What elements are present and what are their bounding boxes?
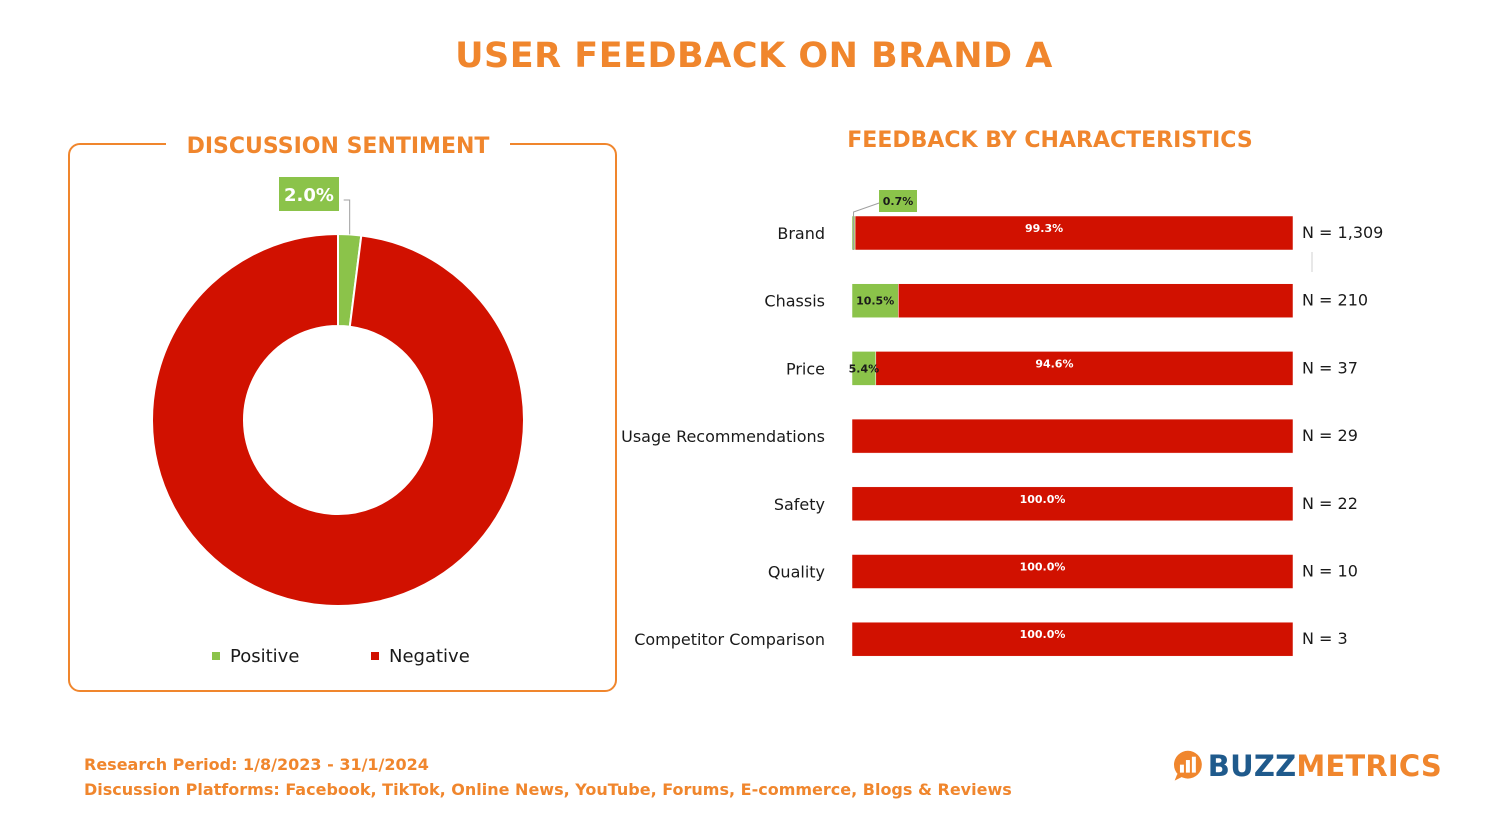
bar-negative-chassis [898, 283, 1294, 318]
category-label-brand: Brand [777, 224, 825, 243]
pie-slice-negative [151, 232, 525, 607]
bar-chart-speech-bubble-icon [1173, 750, 1202, 781]
bar-data-label-positive-brand: 0.7% [883, 195, 914, 208]
count-label-price: N = 37 [1302, 358, 1358, 377]
pie-data-label: 2.0% [284, 185, 334, 206]
legend-swatch-negative [371, 652, 379, 660]
bar-leader-line-brand [853, 201, 883, 250]
bar-negative-price [875, 351, 1294, 386]
pie-leader-line [343, 199, 351, 235]
legend-label-negative: Negative [389, 646, 470, 667]
count-label-safety: N = 22 [1302, 494, 1358, 513]
bar-negative-quality [851, 554, 1294, 589]
research-period: Research Period: 1/8/2023 - 31/1/2024 [84, 755, 429, 774]
legend-swatch-positive [212, 652, 220, 660]
legend-label-positive: Positive [230, 646, 299, 667]
count-label-competitor-comparison: N = 3 [1302, 629, 1348, 648]
count-label-usage-recommendations: N = 29 [1302, 426, 1358, 445]
bar-negative-usage-recommendations [851, 418, 1294, 454]
category-label-price: Price [786, 359, 825, 378]
category-label-safety: Safety [774, 495, 825, 514]
category-label-usage-recommendations: Usage Recommendations [621, 427, 825, 446]
bar-data-label-negative-safety: 100.0% [1020, 493, 1066, 506]
logo-text-metrics: METRICS [1296, 749, 1442, 783]
count-label-chassis: N = 210 [1302, 291, 1368, 310]
pie-data-label-box [279, 177, 339, 211]
count-label-quality: N = 10 [1302, 562, 1358, 581]
bar-negative-brand [854, 215, 1294, 251]
characteristics-chart-title: FEEDBACK BY CHARACTERISTICS [847, 128, 1253, 153]
category-label-quality: Quality [768, 563, 825, 582]
category-label-chassis: Chassis [764, 292, 825, 311]
bar-data-label-negative-competitor-comparison: 100.0% [1020, 628, 1066, 641]
bar-negative-safety [851, 486, 1294, 522]
sentiment-chart-title: DISCUSSION SENTIMENT [166, 131, 510, 163]
bar-data-label-negative-brand: 99.3% [1025, 222, 1063, 235]
category-label-competitor-comparison: Competitor Comparison [634, 630, 825, 649]
buzzmetrics-logo: BUZZMETRICS [1172, 740, 1442, 792]
bar-data-label-positive-chassis: 10.5% [856, 295, 894, 308]
bar-negative-competitor-comparison [851, 621, 1294, 657]
count-label-brand: N = 1,309 [1302, 223, 1383, 242]
bar-data-label-negative-quality: 100.0% [1020, 561, 1066, 574]
page-title: USER FEEDBACK ON BRAND A [455, 36, 1053, 76]
logo-wordmark: BUZZMETRICS [1208, 749, 1442, 783]
bar-data-label-negative-price: 94.6% [1035, 357, 1073, 370]
bar-data-label-box-brand [879, 190, 917, 212]
logo-text-buzz: BUZZ [1207, 749, 1297, 783]
footer: Research Period: 1/8/2023 - 31/1/2024 Di… [84, 752, 1012, 802]
discussion-platforms: Discussion Platforms: Facebook, TikTok, … [84, 780, 1012, 799]
bar-positive-chassis [851, 283, 899, 318]
bar-data-label-positive-price: 5.4% [849, 362, 880, 375]
